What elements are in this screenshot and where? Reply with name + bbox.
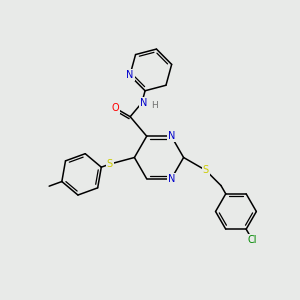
Text: N: N	[140, 98, 147, 108]
Text: N: N	[168, 174, 175, 184]
Text: S: S	[107, 159, 113, 169]
Text: Cl: Cl	[248, 235, 257, 245]
Text: H: H	[151, 101, 158, 110]
Text: S: S	[202, 165, 209, 175]
Text: N: N	[126, 70, 134, 80]
Text: N: N	[168, 131, 175, 141]
Text: O: O	[111, 103, 119, 113]
